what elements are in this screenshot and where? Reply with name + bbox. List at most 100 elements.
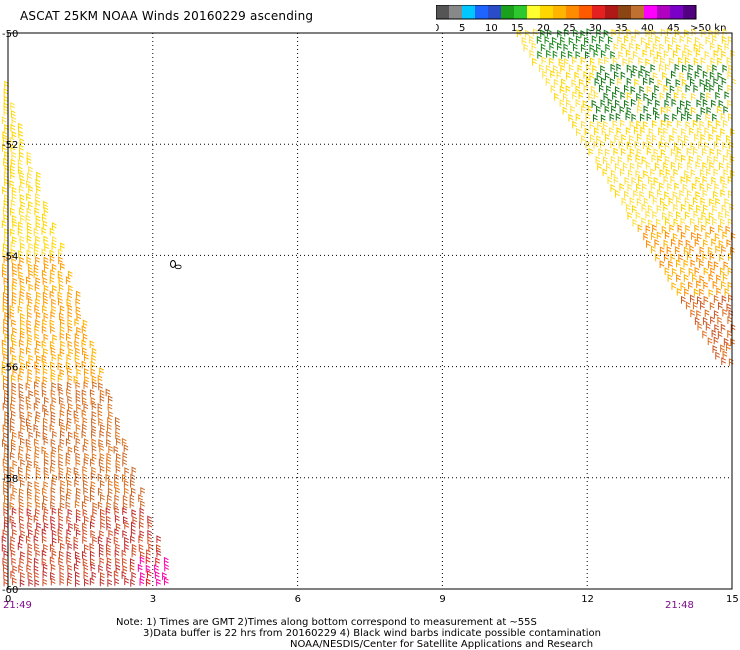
wind-barb — [659, 43, 665, 52]
wind-barb — [720, 323, 726, 332]
wind-barb — [68, 522, 73, 531]
wind-barb — [83, 402, 89, 411]
wind-barb — [59, 438, 65, 447]
wind-barb — [643, 120, 648, 129]
wind-barb — [20, 551, 25, 559]
wind-barb — [718, 224, 723, 233]
wind-barb — [10, 123, 16, 132]
wind-barb — [718, 211, 724, 220]
wind-barb — [41, 389, 47, 398]
wind-barb — [629, 148, 635, 156]
wind-barb — [685, 239, 691, 248]
longitude-tick-label: 0 — [5, 594, 11, 605]
wind-barb — [645, 161, 651, 170]
wind-barb — [9, 451, 15, 460]
wind-barb — [74, 571, 80, 580]
wind-barb — [572, 91, 577, 100]
wind-barb — [49, 227, 55, 236]
wind-barb — [712, 64, 718, 73]
wind-barb — [51, 222, 57, 230]
wind-barb — [17, 263, 23, 272]
wind-barb — [19, 367, 25, 376]
wind-barb — [73, 563, 79, 572]
colorbar-swatch — [631, 5, 645, 19]
wind-barb — [599, 35, 604, 44]
wind-barb — [684, 170, 689, 178]
wind-barb — [621, 197, 627, 206]
wind-barb — [17, 227, 23, 236]
wind-barb — [68, 348, 74, 356]
wind-barb — [653, 176, 659, 185]
wind-barb — [51, 396, 57, 405]
wind-barb — [18, 564, 24, 573]
wind-barb — [27, 411, 33, 419]
wind-barb — [25, 396, 31, 404]
wind-barb — [59, 550, 64, 559]
wind-barb — [721, 295, 727, 304]
wind-barb — [12, 269, 18, 278]
wind-barb — [163, 556, 169, 565]
wind-barb — [44, 396, 49, 405]
wind-barb — [615, 99, 620, 108]
wind-barb — [676, 44, 681, 52]
wind-barb — [671, 98, 677, 107]
wind-barb — [116, 452, 121, 461]
wind-speed-colorbar: 0 5 10 15 20 25 30 35 40 45 >50 knots — [436, 5, 726, 34]
wind-barb — [541, 56, 547, 65]
wind-barb — [708, 273, 714, 282]
wind-barb — [60, 494, 65, 503]
wind-barb — [637, 161, 643, 170]
wind-barb — [42, 487, 47, 496]
latitude-tick-label: -60 — [2, 585, 18, 596]
wind-barb — [591, 35, 597, 44]
wind-barb — [655, 99, 660, 108]
wind-barb — [701, 211, 707, 220]
wind-barb — [76, 403, 81, 412]
wind-barb — [684, 29, 689, 38]
wind-barb — [572, 120, 577, 129]
wind-barb — [699, 288, 704, 297]
wind-barb — [81, 409, 87, 418]
wind-barb — [654, 162, 660, 171]
wind-barb — [51, 507, 57, 516]
wind-barb — [10, 549, 16, 558]
wind-barb — [645, 58, 651, 66]
wind-barb — [647, 98, 653, 107]
wind-barb — [710, 316, 715, 324]
wind-barb — [99, 367, 104, 376]
wind-barb — [67, 311, 73, 320]
wind-barb — [663, 84, 669, 93]
wind-barb — [75, 437, 81, 446]
wind-barb — [162, 572, 167, 580]
wind-barb — [561, 78, 566, 87]
wind-barb — [551, 36, 557, 45]
wind-barb — [680, 217, 686, 226]
wind-barb — [26, 193, 31, 201]
wind-barb — [721, 357, 726, 366]
wind-barb — [2, 374, 8, 383]
wind-barb — [613, 43, 619, 51]
wind-barb — [619, 105, 625, 114]
wind-barb — [18, 271, 24, 279]
wind-barb — [90, 480, 96, 489]
wind-barb — [654, 84, 660, 93]
wind-barb — [565, 85, 571, 94]
wind-barb — [659, 169, 665, 177]
wind-barb — [42, 424, 48, 433]
wind-barb — [643, 92, 649, 101]
wind-barb — [156, 535, 162, 544]
wind-barb — [18, 390, 24, 398]
wind-barb — [624, 176, 630, 185]
wind-barb — [650, 232, 656, 240]
wind-barb — [155, 544, 161, 552]
wind-barb — [124, 521, 130, 530]
wind-barb — [605, 43, 611, 52]
wind-barb — [9, 466, 15, 475]
wind-barb — [639, 85, 645, 94]
grid-lines — [8, 33, 732, 589]
wind-barb — [713, 141, 719, 149]
wind-barb — [2, 249, 8, 258]
wind-barb — [529, 49, 535, 58]
wind-barb — [609, 113, 615, 122]
wind-barb — [711, 176, 717, 185]
